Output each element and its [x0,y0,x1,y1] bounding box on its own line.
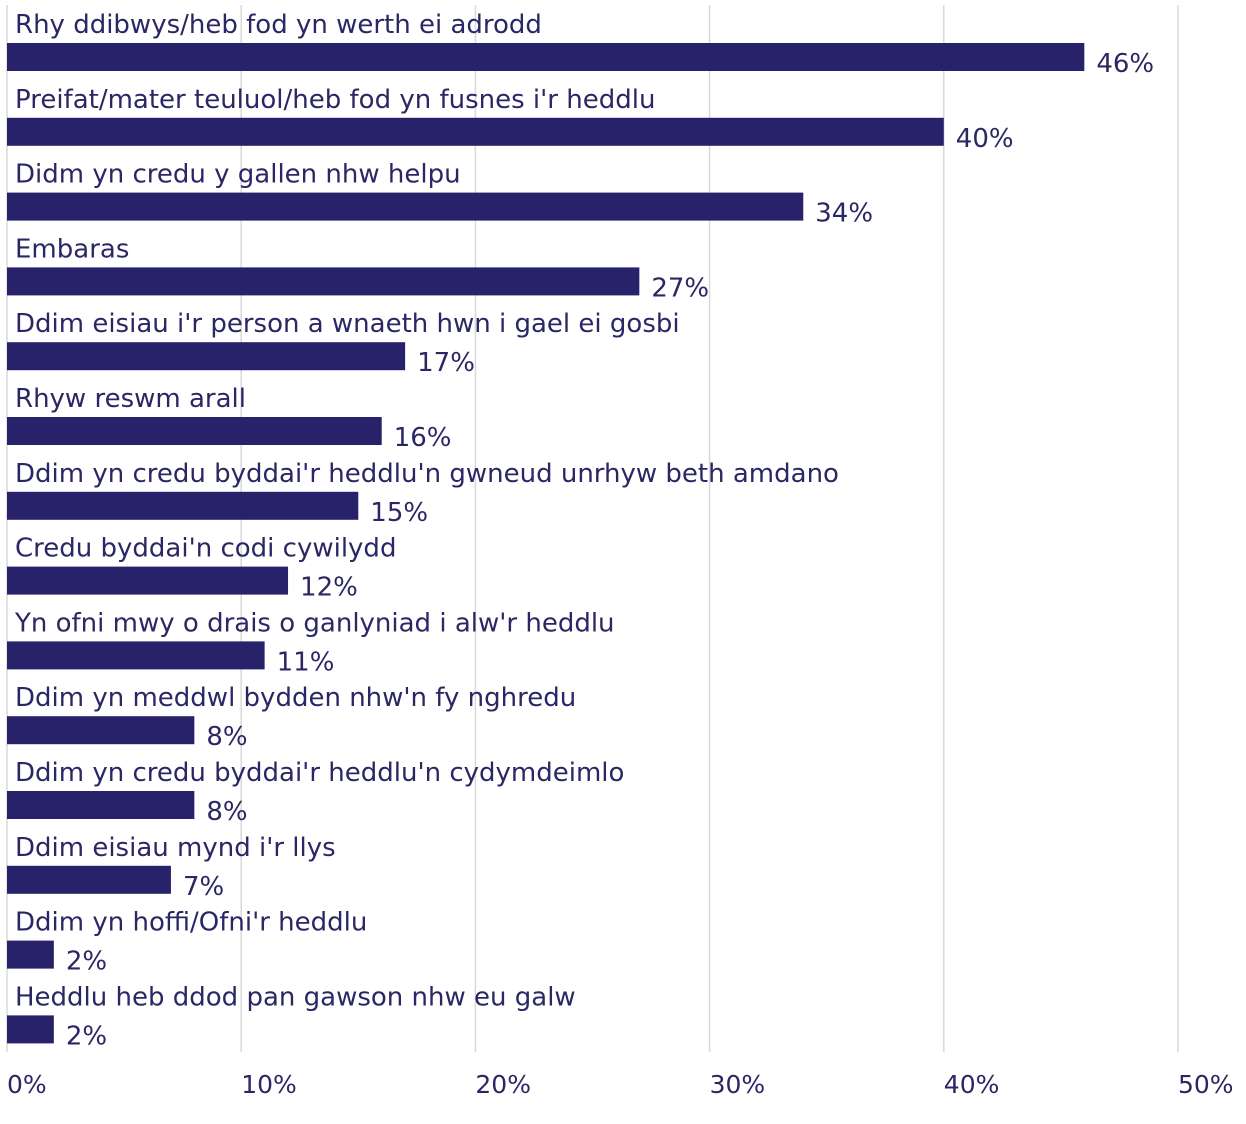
category-label: Preifat/mater teuluol/heb fod yn fusnes … [15,85,655,115]
category-label: Ddim eisiau i'r person a wnaeth hwn i ga… [15,309,680,339]
category-label: Rhy ddibwys/heb fod yn werth ei adrodd [15,10,542,40]
value-label: 16% [394,423,452,453]
category-label: Ddim eisiau mynd i'r llys [15,833,336,863]
x-tick-label: 50% [1178,1070,1234,1099]
value-label: 11% [277,647,335,677]
x-tick-label: 0% [7,1070,47,1099]
bar [7,491,359,520]
value-label: 7% [183,872,224,902]
bar [7,117,944,146]
category-label: Rhyw reswm arall [15,384,246,414]
value-labels: 46% 40% 34% 27% 17% 16% 15% 12% 11% 8% 8% 7% 2% 2% [66,49,1154,1051]
value-label: 12% [300,573,358,603]
bar [7,267,640,296]
category-label: Ddim yn meddwl bydden nhw'n fy nghredu [15,683,576,713]
bar [7,417,382,445]
bar [7,940,54,969]
bar [7,192,804,221]
value-label: 27% [651,273,709,303]
bar [7,566,289,595]
bar [7,865,171,894]
category-label: Embaras [15,234,129,264]
value-label: 40% [956,124,1014,154]
category-labels: Rhy ddibwys/heb fod yn werth ei adrodd Pr… [14,10,839,1012]
value-label: 8% [206,722,247,752]
bar [7,791,195,819]
value-label: 2% [66,947,107,977]
category-label: Ddim yn credu byddai'r heddlu'n gwneud u… [15,459,839,489]
category-label: Credu byddai'n codi cywilydd [15,534,396,564]
bar [7,716,195,745]
bar [7,43,1085,71]
bar [7,342,406,371]
value-label: 15% [370,498,428,528]
value-label: 8% [206,797,247,827]
x-tick-label: 10% [241,1070,297,1099]
x-axis-tick-labels: 0% 10% 20% 30% 40% 50% [7,1070,1234,1099]
value-label: 17% [417,348,475,378]
value-label: 34% [815,199,873,229]
category-label: Yn ofni mwy o drais o ganlyniad i alw'r … [14,608,615,638]
category-label: Didm yn credu y gallen nhw helpu [15,160,461,190]
x-tick-label: 20% [475,1070,531,1099]
x-tick-label: 40% [944,1070,1000,1099]
category-label: Heddlu heb ddod pan gawson nhw eu galw [15,982,576,1012]
category-label: Ddim yn hoffi/Ofni'r heddlu [15,908,367,938]
bar [7,1015,54,1044]
value-label: 2% [66,1021,107,1051]
x-tick-label: 30% [710,1070,766,1099]
bar [7,641,265,670]
category-label: Ddim yn credu byddai'r heddlu'n cydymdei… [15,758,624,788]
bars [7,43,1085,1044]
value-label: 46% [1096,49,1154,79]
